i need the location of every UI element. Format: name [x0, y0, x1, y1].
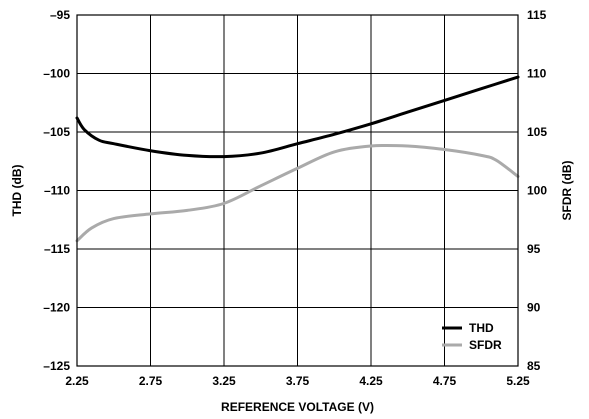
y-right-tick-label: 90: [527, 301, 541, 315]
y-right-tick-label: 85: [527, 359, 541, 373]
x-tick-label: 2.25: [65, 374, 89, 388]
y-left-tick-label: –105: [43, 125, 70, 139]
x-tick-label: 5.25: [506, 374, 530, 388]
y-left-tick-label: –100: [43, 67, 70, 81]
y-right-tick-label: 95: [527, 242, 541, 256]
x-tick-label: 3.75: [286, 374, 310, 388]
y-left-tick-label: –95: [50, 8, 70, 22]
series-layer: [75, 75, 520, 243]
x-tick-label: 2.75: [139, 374, 163, 388]
y-right-axis-label: SFDR (dB): [560, 161, 574, 221]
y-right-tick-label: 110: [527, 67, 547, 81]
x-tick-label: 4.75: [433, 374, 457, 388]
plot-frame: [76, 14, 519, 367]
y-right-tick-label: 105: [527, 125, 547, 139]
y-left-tick-label: –110: [44, 184, 70, 198]
x-axis-label: REFERENCE VOLTAGE (V): [221, 400, 374, 414]
legend-label-sfdr: SFDR: [469, 338, 502, 352]
ticks: 2.25 2.75 3.25 3.75 4.25 4.75 5.25 –125 –120 –115…: [43, 8, 547, 388]
y-left-tick-label: –125: [43, 359, 70, 373]
y-right-tick-label: 115: [527, 8, 547, 22]
x-tick-label: 3.25: [212, 374, 236, 388]
legend-label-thd: THD: [469, 321, 494, 335]
y-left-tick-label: –120: [43, 301, 70, 315]
y-left-axis-label: THD (dB): [10, 165, 24, 217]
x-tick-label: 4.25: [359, 374, 383, 388]
legend: THD SFDR: [442, 321, 502, 352]
series-line-thd: [75, 75, 520, 159]
y-left-tick-label: –115: [44, 242, 70, 256]
series-line-sfdr: [75, 143, 520, 243]
y-right-tick-label: 100: [527, 184, 547, 198]
